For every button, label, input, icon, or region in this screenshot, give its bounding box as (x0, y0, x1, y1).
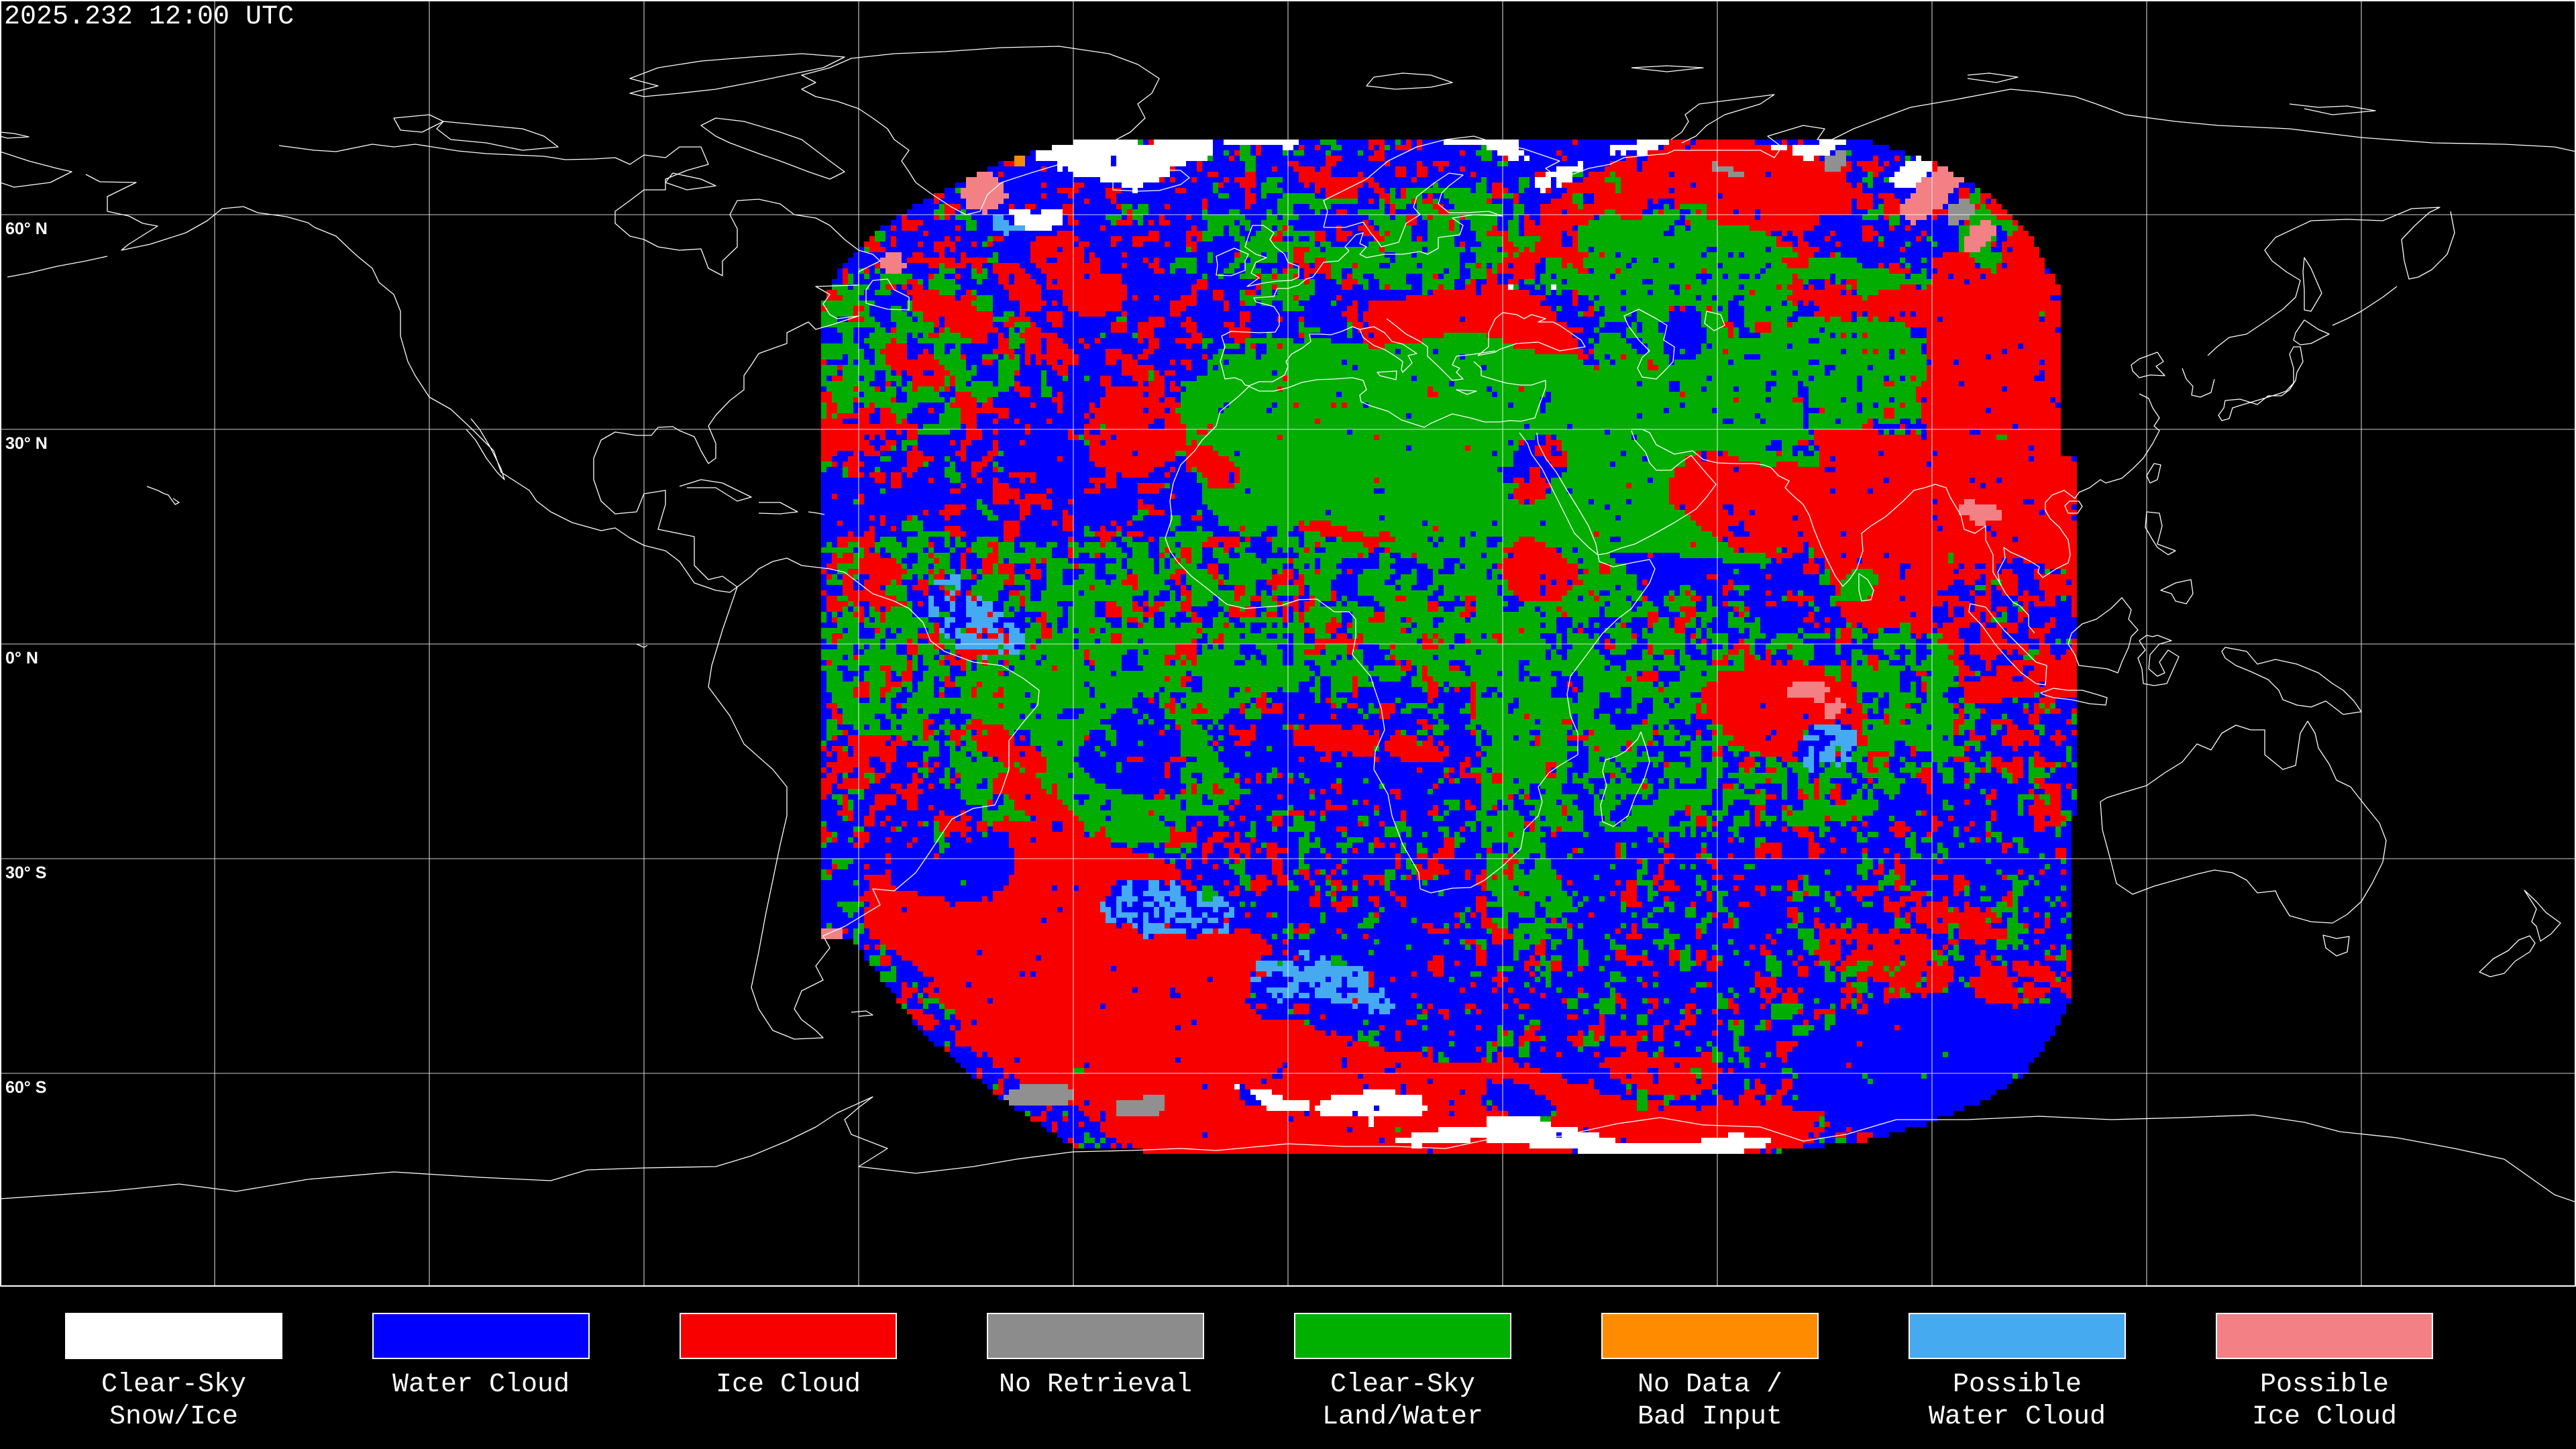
svg-text:Clear-Sky: Clear-Sky (101, 1370, 246, 1400)
svg-text:Ice Cloud: Ice Cloud (716, 1370, 861, 1400)
svg-text:Snow/Ice: Snow/Ice (109, 1402, 238, 1432)
svg-text:Bad Input: Bad Input (1638, 1402, 1782, 1432)
svg-text:0° N: 0° N (5, 649, 38, 667)
svg-text:No Retrieval: No Retrieval (999, 1370, 1192, 1400)
svg-text:Possible: Possible (2260, 1370, 2389, 1400)
svg-text:30° S: 30° S (5, 863, 46, 882)
svg-text:Land/Water: Land/Water (1322, 1402, 1483, 1432)
svg-text:60° S: 60° S (5, 1078, 46, 1097)
svg-text:Possible: Possible (1953, 1370, 2082, 1400)
svg-text:Ice Cloud: Ice Cloud (2252, 1402, 2397, 1432)
svg-text:Water Cloud: Water Cloud (392, 1370, 570, 1400)
svg-text:30° N: 30° N (5, 434, 48, 453)
svg-text:Water Cloud: Water Cloud (1929, 1402, 2106, 1432)
svg-text:Clear-Sky: Clear-Sky (1330, 1370, 1475, 1400)
svg-text:2025.232 12:00 UTC: 2025.232 12:00 UTC (4, 2, 294, 32)
svg-text:60° N: 60° N (5, 219, 48, 238)
svg-text:No Data /: No Data / (1638, 1370, 1782, 1400)
